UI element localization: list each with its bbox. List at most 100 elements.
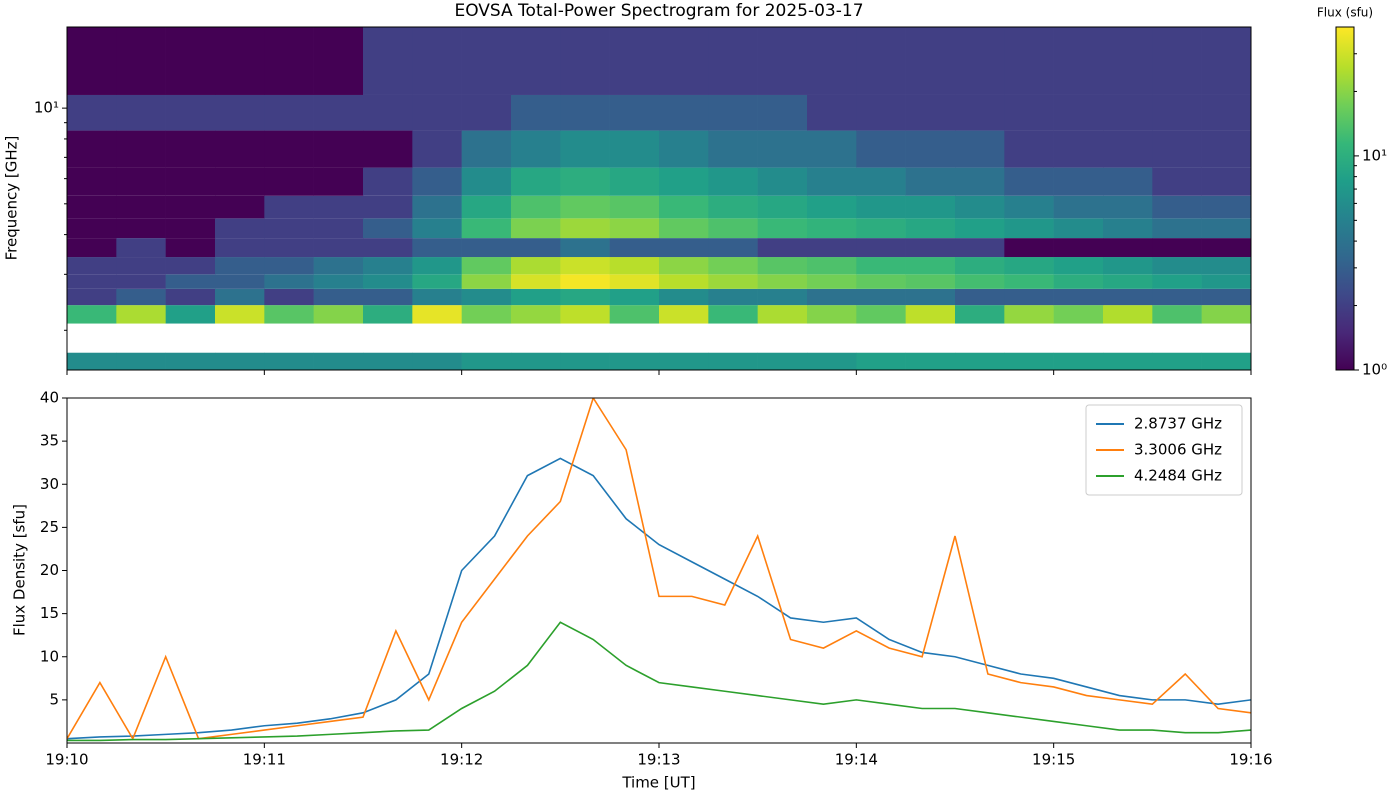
heatmap-cell — [757, 352, 808, 370]
heatmap-cell — [659, 218, 709, 239]
heatmap-cell — [560, 195, 610, 219]
heatmap-cell — [313, 238, 364, 258]
heatmap-cell — [955, 352, 1005, 370]
axes-frame — [66, 397, 1252, 744]
heatmap-cell — [215, 167, 265, 196]
heatmap-cell — [856, 167, 906, 196]
heatmap-cell — [363, 257, 413, 275]
heatmap-cell — [165, 130, 216, 168]
heatmap-cell — [708, 257, 758, 275]
heatmap-cell — [609, 288, 660, 306]
heatmap-cell — [1053, 274, 1104, 289]
heatmap-cell — [1103, 352, 1153, 370]
heatmap-cell — [708, 288, 758, 306]
heatmap-cell — [1053, 167, 1104, 196]
heatmap-cell — [363, 288, 413, 306]
heatmap-cell — [116, 288, 166, 306]
heatmap-cell — [116, 195, 166, 219]
heatmap-cell — [708, 352, 758, 370]
heatmap-cell — [165, 352, 216, 370]
heatmap-cell — [1152, 352, 1202, 370]
heatmap-cell — [511, 167, 561, 196]
heatmap-cell — [757, 195, 808, 219]
heatmap-cell — [955, 305, 1005, 324]
heatmap-cell — [313, 130, 364, 168]
x-tick-label: 19:16 — [1229, 751, 1272, 769]
heatmap-cell — [708, 167, 758, 196]
heatmap-cell — [264, 288, 314, 306]
heatmap-cell — [856, 274, 906, 289]
heatmap-cell — [757, 167, 808, 196]
heatmap-cell — [1103, 27, 1153, 95]
heatmap-cell — [1201, 130, 1252, 168]
heatmap-cell — [1004, 305, 1054, 324]
heatmap-cell — [905, 167, 956, 196]
heatmap-cell — [609, 274, 660, 289]
heatmap-cell — [659, 352, 709, 370]
heatmap-cell — [1152, 257, 1202, 275]
heatmap-cell — [313, 274, 364, 289]
heatmap-cell — [165, 94, 216, 131]
heatmap-cell — [165, 238, 216, 258]
heatmap-cell — [1004, 218, 1054, 239]
heatmap-cell — [511, 238, 561, 258]
heatmap-cell — [560, 305, 610, 324]
heatmap-cell — [116, 130, 166, 168]
heatmap-cell — [905, 305, 956, 324]
heatmap-cell — [1004, 288, 1054, 306]
heatmap-cell — [1201, 257, 1252, 275]
heatmap-cell — [67, 195, 117, 219]
heatmap-cell — [511, 288, 561, 306]
heatmap-cell — [955, 130, 1005, 168]
heatmap-cell — [215, 94, 265, 131]
heatmap-cell — [363, 94, 413, 131]
heatmap-cell — [708, 274, 758, 289]
heatmap-cell — [412, 257, 462, 275]
heatmap-cell — [609, 238, 660, 258]
colorbar — [1335, 26, 1355, 371]
heatmap-cell — [955, 218, 1005, 239]
heatmap-cell — [1004, 27, 1054, 95]
heatmap-cell — [659, 167, 709, 196]
heatmap-cell — [659, 305, 709, 324]
heatmap-cell — [1152, 94, 1202, 131]
heatmap-cell — [1103, 257, 1153, 275]
heatmap-cell — [165, 274, 216, 289]
x-tick-label: 19:13 — [637, 751, 680, 769]
heatmap-cell — [511, 130, 561, 168]
heatmap-cell — [1004, 94, 1054, 131]
heatmap-cell — [856, 257, 906, 275]
heatmap-cell — [1201, 305, 1252, 324]
heatmap-cell — [905, 352, 956, 370]
heatmap-cell — [511, 218, 561, 239]
heatmap-cell — [461, 94, 512, 131]
heatmap-cell — [955, 195, 1005, 219]
heatmap-cell — [1152, 238, 1202, 258]
heatmap-cell — [461, 195, 512, 219]
heatmap-cell — [757, 27, 808, 95]
heatmap-cell — [412, 94, 462, 131]
heatmap-cell — [215, 130, 265, 168]
heatmap-cell — [264, 352, 314, 370]
y-tick-label: 40 — [40, 389, 59, 407]
heatmap-cell — [461, 257, 512, 275]
heatmap-cell — [757, 288, 808, 306]
heatmap-cell — [313, 218, 364, 239]
heatmap-cell — [1103, 274, 1153, 289]
heatmap-cell — [461, 352, 512, 370]
heatmap-cell — [708, 130, 758, 168]
heatmap-cell — [511, 305, 561, 324]
heatmap-cell — [807, 130, 857, 168]
heatmap-cell — [116, 94, 166, 131]
heatmap-cell — [1201, 167, 1252, 196]
y-tick-label: 10 — [40, 647, 59, 665]
heatmap-cell — [264, 195, 314, 219]
heatmap-cell — [1201, 238, 1252, 258]
heatmap-cell — [905, 94, 956, 131]
heatmap-cell — [955, 238, 1005, 258]
heatmap-cell — [1004, 195, 1054, 219]
heatmap-cell — [313, 288, 364, 306]
heatmap-cell — [560, 94, 610, 131]
heatmap-cell — [264, 218, 314, 239]
heatmap-cell — [757, 274, 808, 289]
